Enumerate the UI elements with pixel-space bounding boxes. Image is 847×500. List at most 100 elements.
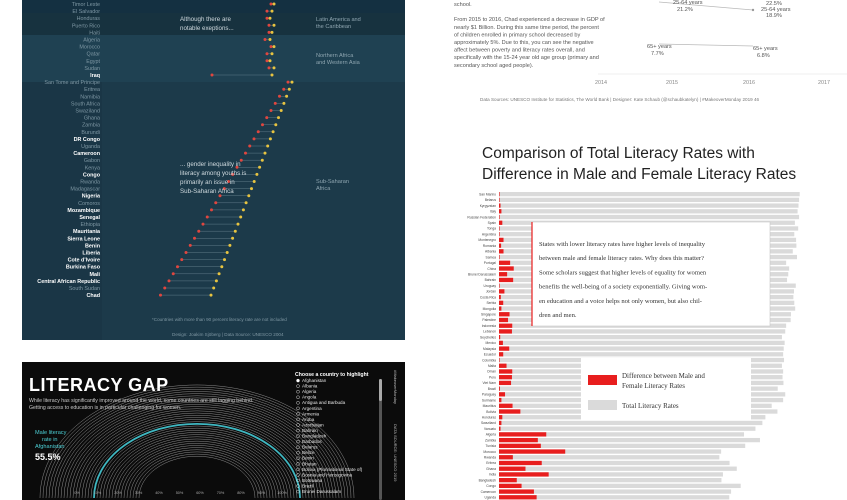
x-tick-2014: 2014 <box>595 80 607 86</box>
country-label: Spain <box>488 221 497 225</box>
country-label: Bangladesh <box>479 478 497 482</box>
country-option[interactable]: Belarus <box>302 445 318 450</box>
radio-button[interactable] <box>296 489 300 494</box>
radio-button[interactable] <box>296 417 300 422</box>
radio-button[interactable] <box>296 378 300 383</box>
total-literacy-bar <box>499 203 799 208</box>
country-option[interactable]: Benin <box>302 456 314 461</box>
country-option[interactable]: Bahrain <box>302 428 318 433</box>
total-literacy-bar <box>499 489 732 494</box>
male-dot <box>214 279 218 283</box>
radio-button[interactable] <box>296 484 300 488</box>
female-dot <box>265 52 269 56</box>
total-literacy-bar <box>499 478 722 483</box>
radio-button[interactable] <box>296 456 300 461</box>
list-scrollbar[interactable] <box>379 379 382 500</box>
radio-button[interactable] <box>296 467 300 472</box>
country-option[interactable]: Brunei Darussalam <box>302 489 341 494</box>
country-arc <box>117 440 277 499</box>
radio-button[interactable] <box>296 412 300 416</box>
country-arc <box>42 386 352 499</box>
radio-button[interactable] <box>296 423 300 427</box>
country-label: China <box>487 267 496 271</box>
radio-button[interactable] <box>296 439 300 444</box>
total-literacy-bar <box>499 432 745 437</box>
country-option[interactable]: Afghanistan <box>302 378 327 383</box>
male-dot <box>247 194 251 198</box>
gap-bar <box>499 455 513 460</box>
arc-axis-ticks: 0% 10% 20% 30% 40% 50% 60% 70% 80% 90% 100% <box>74 491 287 495</box>
radio-button[interactable] <box>296 451 300 455</box>
male-dot <box>233 229 237 233</box>
axis-tick-label: 100% <box>277 491 287 495</box>
country-option[interactable]: Botswana <box>302 478 323 483</box>
gap-bar <box>499 197 500 203</box>
vertical-hashtag: #MakeoverMonday <box>393 370 398 404</box>
male-dot <box>223 258 226 262</box>
list-scrollbar-thumb[interactable] <box>379 379 382 401</box>
country-label: Italy <box>490 210 496 214</box>
male-dot <box>241 208 245 212</box>
radio-button[interactable] <box>296 462 300 466</box>
gap-bar <box>499 369 513 374</box>
country-option[interactable]: Bolivia (Plurinational State of) <box>302 467 363 472</box>
female-dot <box>256 130 260 134</box>
radio-button[interactable] <box>296 395 300 399</box>
radio-button[interactable] <box>296 406 300 411</box>
axis-tick-label: 0% <box>74 491 80 495</box>
country-option[interactable]: Barbados <box>302 439 322 444</box>
gap-bar <box>499 329 512 334</box>
label-25-64-2014-group: 25-64 years <box>673 0 703 6</box>
country-label: Belarus <box>485 198 497 202</box>
country-label: Madagascar <box>70 187 100 193</box>
note-exceptions-2: notable exeptions... <box>180 25 234 32</box>
country-option[interactable]: Azerbaijan <box>302 422 324 427</box>
country-option[interactable]: Argentina <box>302 406 322 411</box>
annotation-line: between male and female literacy rates. … <box>539 255 704 262</box>
country-arc <box>93 423 301 499</box>
radio-button[interactable] <box>296 473 300 477</box>
country-option[interactable]: Bhutan <box>302 461 317 466</box>
country-option[interactable]: Armenia <box>302 411 320 416</box>
country-label: Central African Republic <box>37 279 100 285</box>
country-option[interactable]: Antigua and Barbuda <box>302 400 346 405</box>
radio-button[interactable] <box>296 445 300 449</box>
radio-button[interactable] <box>296 428 300 433</box>
female-dot <box>263 38 267 41</box>
gap-bar <box>499 312 510 317</box>
country-option[interactable]: Brazil <box>302 483 314 488</box>
female-dot <box>222 187 226 191</box>
radio-button[interactable] <box>296 401 300 405</box>
country-option[interactable]: Algeria <box>302 389 317 394</box>
country-label: Ecuador <box>484 353 497 357</box>
female-dot <box>273 101 277 105</box>
caption-line-1: Male literacy <box>35 430 67 436</box>
country-option[interactable]: Bosnia and Herzegovina <box>302 472 352 477</box>
country-label: Namibia <box>80 94 100 100</box>
country-option[interactable]: Angola <box>302 395 317 400</box>
country-option[interactable]: Belize <box>302 450 315 455</box>
legend-swatch-total <box>588 400 617 410</box>
country-option[interactable]: Aruba <box>302 417 315 422</box>
country-label: Montenegro <box>478 238 496 242</box>
country-label: San Marino <box>479 192 496 196</box>
radio-button[interactable] <box>296 390 300 394</box>
country-label: Uganda <box>81 144 100 150</box>
gap-bar <box>499 483 522 489</box>
annotation-line: en education and a voice helps not only … <box>539 298 702 305</box>
country-label: Palestine <box>482 318 496 322</box>
annotation-line: States with lower literacy rates have hi… <box>539 241 706 248</box>
radio-button[interactable] <box>296 478 300 483</box>
male-dot <box>268 137 272 141</box>
country-option[interactable]: Albania <box>302 384 318 389</box>
gap-title: LITERACY GAP <box>29 375 169 395</box>
radio-button[interactable] <box>296 434 300 438</box>
country-label: Romania <box>483 244 496 248</box>
female-dot <box>278 94 281 98</box>
country-option[interactable]: Bangladesh <box>302 434 327 439</box>
radio-button[interactable] <box>296 384 300 388</box>
